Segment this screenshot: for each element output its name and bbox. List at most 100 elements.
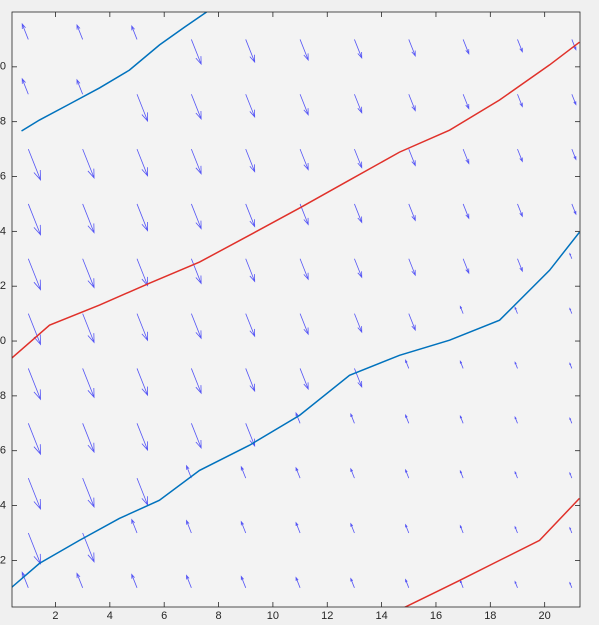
arrow — [459, 360, 464, 369]
arrow — [408, 94, 416, 112]
arrow — [76, 23, 84, 40]
arrow — [240, 520, 247, 534]
arrow — [405, 413, 410, 424]
arrow — [408, 313, 416, 332]
arrow — [131, 24, 138, 40]
arrow — [82, 258, 95, 289]
streamline — [21, 12, 208, 132]
arrow — [299, 94, 309, 116]
x-tick-label: 4 — [107, 610, 113, 622]
arrow — [245, 368, 256, 393]
plot-marks — [12, 12, 580, 607]
y-tick-label: 16 — [0, 170, 6, 182]
arrow — [21, 571, 29, 588]
arrow — [27, 313, 41, 346]
arrow — [27, 203, 41, 236]
arrow — [354, 313, 363, 334]
arrow — [240, 465, 247, 479]
x-tick-label: 12 — [321, 610, 333, 622]
arrow — [190, 313, 202, 340]
arrow — [245, 94, 256, 118]
arrow — [82, 148, 95, 179]
arrow — [514, 580, 518, 588]
arrow — [136, 313, 149, 342]
x-tick-label: 18 — [484, 610, 496, 622]
arrow — [571, 39, 577, 51]
arrow — [299, 313, 309, 336]
arrow — [27, 258, 41, 291]
arrow — [354, 39, 363, 60]
arrow — [136, 148, 149, 177]
arrow — [76, 572, 84, 588]
arrow — [354, 203, 363, 224]
arrow — [21, 77, 29, 95]
arrow — [514, 470, 518, 479]
arrow — [350, 467, 355, 479]
arrow — [136, 203, 149, 232]
arrow — [569, 581, 573, 588]
arrow — [459, 415, 464, 424]
arrow — [190, 258, 202, 285]
x-tick-label: 14 — [375, 610, 387, 622]
arrow — [27, 423, 41, 456]
arrow — [245, 313, 256, 338]
arrow — [82, 203, 95, 234]
arrow — [405, 578, 410, 588]
arrow — [245, 39, 256, 64]
arrow — [82, 477, 95, 509]
arrow — [462, 94, 470, 110]
y-tick-label: 18 — [0, 116, 6, 128]
arrow — [82, 313, 95, 344]
arrow — [295, 411, 301, 424]
arrow — [514, 306, 518, 314]
arrow — [569, 417, 573, 424]
arrow — [190, 94, 202, 121]
arrow — [569, 526, 573, 534]
arrow — [190, 203, 202, 230]
arrow — [245, 203, 256, 228]
arrow — [350, 522, 355, 534]
arrow — [190, 39, 202, 66]
arrow — [186, 574, 192, 588]
arrow — [27, 532, 41, 565]
arrow — [569, 471, 573, 479]
arrow — [190, 368, 202, 395]
y-tick-label: 20 — [0, 61, 6, 73]
axes-box — [11, 11, 581, 608]
arrow — [517, 94, 523, 108]
arrow — [295, 576, 301, 588]
arrow — [27, 477, 41, 511]
arrow — [462, 258, 470, 275]
y-tick-label: 14 — [0, 225, 6, 237]
x-tick-label: 8 — [215, 610, 221, 622]
arrow — [354, 258, 363, 279]
streamline — [403, 497, 580, 607]
arrow — [186, 464, 192, 479]
arrow — [295, 466, 301, 479]
arrow — [136, 423, 149, 452]
y-tick-label: 8 — [0, 390, 6, 402]
arrow — [299, 258, 309, 281]
arrow — [27, 148, 41, 182]
y-tick-label: 4 — [0, 499, 6, 511]
arrow — [514, 416, 518, 424]
arrow — [186, 519, 192, 534]
arrow — [350, 412, 355, 424]
arrow — [517, 203, 523, 218]
arrow — [299, 148, 309, 171]
arrow — [405, 468, 410, 479]
arrow — [405, 359, 410, 369]
y-tick-label: 10 — [0, 335, 6, 347]
arrow — [354, 148, 363, 169]
arrow — [21, 22, 29, 40]
arrow — [245, 148, 256, 173]
arrow — [82, 368, 95, 399]
arrow — [136, 258, 149, 287]
streamline — [12, 41, 580, 359]
arrow — [571, 148, 577, 161]
x-tick-label: 2 — [52, 610, 58, 622]
arrow — [408, 258, 416, 277]
arrow — [245, 423, 256, 447]
arrow — [136, 94, 149, 123]
